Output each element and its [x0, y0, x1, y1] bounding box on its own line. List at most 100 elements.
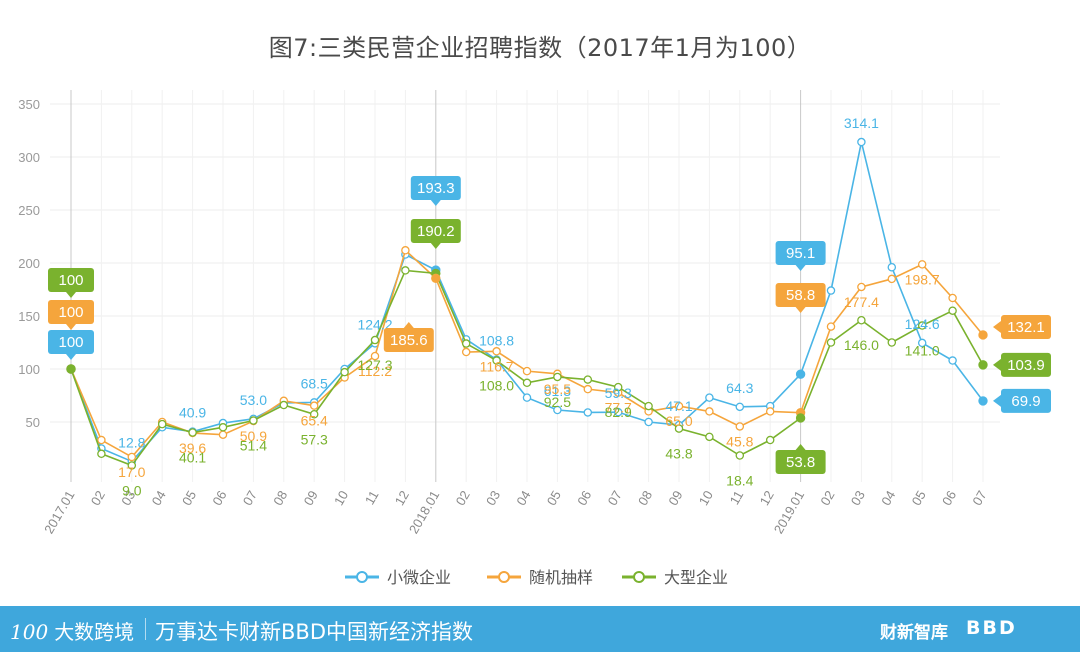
x-tick-label: 06 [939, 488, 959, 508]
data-label: 65.0 [665, 413, 692, 429]
callout-rect [775, 283, 826, 307]
data-point [157, 419, 167, 429]
data-point [553, 372, 562, 382]
data-point [917, 338, 927, 348]
callout-box: 53.8 [775, 444, 826, 474]
data-point [461, 347, 471, 357]
x-tick-label: 08 [270, 488, 290, 508]
x-tick-label: 02 [88, 488, 108, 508]
data-label: 141.0 [905, 343, 940, 359]
legend-label: 大型企业 [664, 569, 728, 587]
data-point [644, 401, 653, 411]
data-point [583, 375, 593, 384]
data-label: 82.9 [605, 404, 632, 420]
callout-label: 185.6 [390, 332, 428, 349]
data-point [279, 400, 289, 410]
x-tick-label: 02 [817, 488, 837, 508]
data-label: 40.1 [179, 449, 206, 465]
callout-pointer [795, 265, 806, 271]
footer-brand-bbd: BBD [966, 617, 1017, 639]
data-point [553, 405, 562, 415]
data-label: 127.3 [357, 357, 392, 373]
data-point [765, 407, 775, 416]
x-tick-label: 04 [878, 488, 898, 508]
callout-box: 69.9 [993, 388, 1051, 413]
callout-rect [410, 176, 461, 200]
x-tick-label: 12 [757, 488, 777, 508]
logo-mark-icon: 100 [10, 620, 49, 644]
callout-label: 100 [58, 334, 83, 351]
y-tick-label: 200 [18, 256, 40, 271]
data-point [674, 424, 684, 433]
data-label: 77.7 [605, 400, 632, 416]
callout-pointer [795, 307, 806, 313]
callout-pointer [430, 200, 441, 206]
y-tick-label: 50 [26, 415, 40, 430]
y-tick-label: 250 [18, 203, 40, 218]
callout-box: 185.6 [383, 322, 434, 352]
x-tick-label: 04 [513, 488, 533, 508]
data-point [188, 428, 197, 437]
callout-label: 100 [58, 272, 83, 289]
callout-pointer [795, 444, 806, 450]
x-tick-label: 12 [392, 488, 412, 508]
data-point [401, 266, 410, 275]
data-point [948, 306, 957, 315]
x-tick-label: 02 [453, 488, 473, 508]
data-label: 64.3 [726, 380, 753, 396]
highlight-point [66, 364, 76, 374]
data-label: 146.0 [844, 337, 879, 353]
footer-logo-text: 大数跨境 [54, 620, 135, 644]
data-point [97, 435, 106, 445]
data-label: 177.4 [844, 294, 879, 310]
grid-lines [50, 90, 1000, 482]
data-label: 116.7 [480, 358, 514, 374]
data-point [249, 416, 258, 425]
legend-marker [356, 571, 368, 583]
callout-box: 190.2 [410, 219, 461, 249]
data-label: 108.0 [479, 378, 514, 394]
data-point [705, 407, 714, 416]
x-tick-label: 03 [483, 488, 503, 508]
data-point [826, 338, 836, 347]
data-label: 124.2 [357, 316, 392, 332]
callout-box: 58.8 [775, 283, 826, 313]
highlight-point [978, 330, 988, 340]
y-tick-label: 100 [18, 362, 40, 377]
footer-divider [145, 618, 146, 640]
data-point [887, 274, 897, 284]
footer-brand-caixin: 财新智库 [880, 623, 948, 643]
data-point [705, 432, 714, 442]
data-point [887, 338, 897, 347]
data-point [826, 322, 836, 331]
data-point [857, 282, 866, 292]
data-label: 43.8 [665, 446, 692, 462]
data-point [97, 449, 106, 459]
legend-marker [633, 571, 645, 583]
x-tick-label: 07 [605, 488, 625, 508]
data-point [735, 422, 745, 431]
data-label: 108.8 [479, 333, 514, 349]
callout-rect [48, 330, 94, 354]
data-point [887, 262, 897, 272]
x-tick-label: 09 [301, 488, 321, 508]
callout-pointer [993, 394, 1001, 407]
data-point [613, 382, 623, 392]
x-tick-label: 2017.01 [41, 488, 77, 536]
data-point [644, 417, 653, 427]
data-label: 53.0 [240, 392, 267, 408]
callout-label: 193.3 [417, 180, 455, 197]
x-tick-label: 10 [696, 488, 716, 508]
callout-box: 193.3 [410, 176, 461, 206]
callout-box: 100 [48, 330, 94, 360]
data-point [765, 435, 775, 445]
data-label: 112.2 [358, 363, 392, 379]
callout-box: 103.9 [993, 352, 1051, 377]
x-tick-label: 08 [635, 488, 655, 508]
data-point [583, 384, 593, 394]
callout-rect [1001, 388, 1051, 413]
callout-rect [48, 268, 94, 292]
data-label: 18.4 [726, 472, 753, 488]
data-label: 95.5 [544, 381, 571, 397]
line-chart: 50 100 150 200 250 300 350 2017.01 02 03 04 05 06 07 0… [18, 90, 1051, 587]
